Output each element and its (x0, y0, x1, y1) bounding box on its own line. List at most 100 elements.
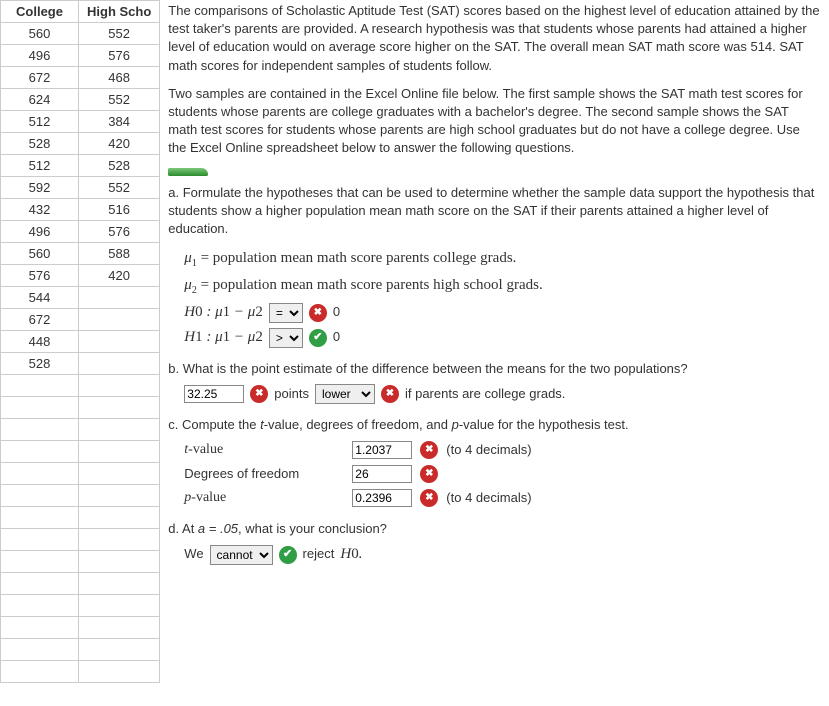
h0-row: H0 : μ1 − μ2 =≤≥≠ 0 (184, 302, 821, 323)
table-row: 448 (1, 331, 160, 353)
table-cell: 528 (79, 155, 160, 177)
table-cell (1, 375, 79, 397)
table-cell (1, 463, 79, 485)
table-cell (79, 595, 160, 617)
conclusion-select[interactable]: cannotcan (210, 545, 273, 565)
table-cell (79, 353, 160, 375)
table-row (1, 441, 160, 463)
table-header: College (1, 1, 79, 23)
table-cell (79, 507, 160, 529)
table-row (1, 551, 160, 573)
table-cell (1, 529, 79, 551)
points-label: points (274, 385, 309, 403)
table-cell: 672 (1, 309, 79, 331)
data-table: CollegeHigh Scho 56055249657667246862455… (0, 0, 160, 683)
table-row (1, 485, 160, 507)
table-cell: 420 (79, 133, 160, 155)
p-note: (to 4 decimals) (446, 489, 531, 507)
table-row (1, 639, 160, 661)
table-cell (1, 485, 79, 507)
table-cell: 544 (1, 287, 79, 309)
table-row: 512384 (1, 111, 160, 133)
correct-icon (309, 329, 327, 347)
table-cell (79, 331, 160, 353)
table-row (1, 529, 160, 551)
table-cell (79, 617, 160, 639)
table-cell (79, 573, 160, 595)
table-cell (1, 441, 79, 463)
conclusion-row: We cannotcan reject H0. (184, 544, 821, 565)
table-cell: 496 (1, 221, 79, 243)
tail-text: if parents are college grads. (405, 385, 565, 403)
table-cell (79, 529, 160, 551)
table-cell: 560 (1, 23, 79, 45)
h1-label: H1 : μ1 − μ2 (184, 327, 263, 348)
h1-rhs: 0 (333, 328, 340, 346)
wrong-icon (420, 465, 438, 483)
table-cell: 528 (1, 353, 79, 375)
question-c-prompt: c. Compute the t-value, degrees of freed… (168, 416, 821, 434)
t-value-label: t-value (184, 440, 344, 460)
table-cell: 552 (79, 177, 160, 199)
table-cell (79, 287, 160, 309)
table-row (1, 507, 160, 529)
table-cell (1, 617, 79, 639)
question-d-prompt: d. At a = .05, what is your conclusion? (168, 520, 821, 538)
table-cell: 576 (79, 45, 160, 67)
table-cell (79, 375, 160, 397)
table-cell (1, 595, 79, 617)
table-row: 560588 (1, 243, 160, 265)
t-value-input[interactable] (352, 441, 412, 459)
wrong-icon (381, 385, 399, 403)
table-cell: 512 (1, 155, 79, 177)
table-row: 496576 (1, 221, 160, 243)
table-row (1, 463, 160, 485)
table-cell: 420 (79, 265, 160, 287)
table-cell (1, 507, 79, 529)
table-cell (79, 419, 160, 441)
table-cell: 576 (1, 265, 79, 287)
table-row: 528420 (1, 133, 160, 155)
table-row (1, 419, 160, 441)
df-input[interactable] (352, 465, 412, 483)
table-cell (79, 397, 160, 419)
table-cell (79, 485, 160, 507)
h0-label: H0 : μ1 − μ2 (184, 302, 263, 323)
question-a-prompt: a. Formulate the hypotheses that can be … (168, 184, 821, 239)
h0-operator-select[interactable]: =≤≥≠ (269, 303, 303, 323)
table-cell (1, 397, 79, 419)
mu1-definition: μ1 = population mean math score parents … (184, 248, 821, 271)
p-value-row: p-value (to 4 decimals) (184, 488, 821, 508)
h1-operator-select[interactable]: ><≠ (269, 328, 303, 348)
table-cell: 384 (79, 111, 160, 133)
we-label: We (184, 545, 203, 563)
direction-select[interactable]: lowerhigher (315, 384, 375, 404)
question-content: The comparisons of Scholastic Aptitude T… (160, 0, 829, 683)
table-cell (79, 551, 160, 573)
table-row (1, 595, 160, 617)
table-row: 496576 (1, 45, 160, 67)
table-row (1, 617, 160, 639)
wrong-icon (420, 489, 438, 507)
table-row: 672 (1, 309, 160, 331)
table-row (1, 397, 160, 419)
question-b-prompt: b. What is the point estimate of the dif… (168, 360, 821, 378)
table-cell: 448 (1, 331, 79, 353)
h0-text: H0. (340, 544, 362, 565)
table-cell (1, 573, 79, 595)
table-cell: 528 (1, 133, 79, 155)
table-cell: 552 (79, 89, 160, 111)
t-value-row: t-value (to 4 decimals) (184, 440, 821, 460)
table-cell (79, 309, 160, 331)
table-row: 576420 (1, 265, 160, 287)
wrong-icon (250, 385, 268, 403)
table-row: 432516 (1, 199, 160, 221)
h0-rhs: 0 (333, 303, 340, 321)
excel-link-icon[interactable] (168, 168, 208, 176)
p-value-input[interactable] (352, 489, 412, 507)
table-cell: 552 (79, 23, 160, 45)
point-estimate-input[interactable] (184, 385, 244, 403)
table-header: High Scho (79, 1, 160, 23)
df-label: Degrees of freedom (184, 465, 344, 483)
table-cell: 512 (1, 111, 79, 133)
